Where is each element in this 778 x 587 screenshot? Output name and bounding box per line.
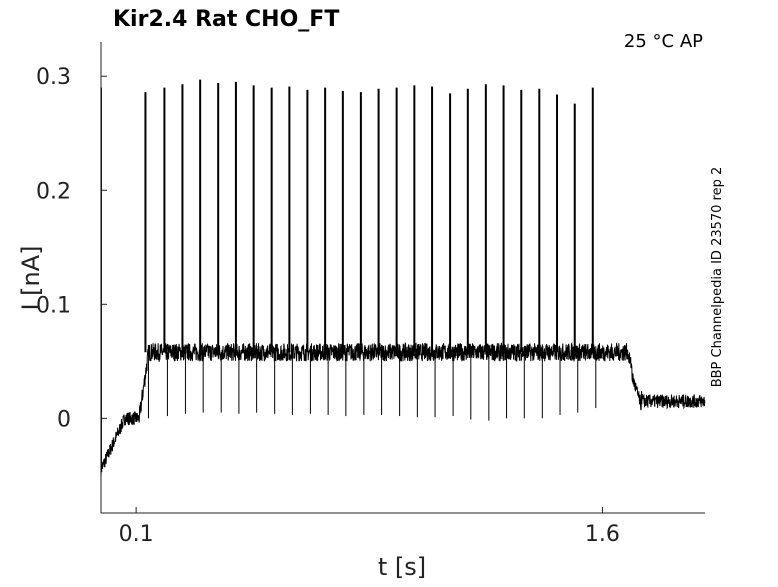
y-tick-label: 0	[57, 407, 71, 432]
y-tick-label: 0.2	[36, 179, 71, 204]
x-tick-label: 0.1	[119, 522, 154, 547]
chart-conditions: 25 °C AP	[624, 31, 703, 52]
trace-group	[100, 79, 706, 477]
axes: 0 0.1 0.2 0.3 0.1 1.6	[36, 42, 705, 547]
y-axis-label: I [nA]	[17, 245, 45, 310]
side-label: BBP Channelpedia ID 23570 rep 2	[710, 167, 725, 388]
y-tick-label: 0.1	[36, 293, 71, 318]
x-axis-label: t [s]	[378, 553, 426, 581]
chart-title: Kir2.4 Rat CHO_FT	[113, 7, 339, 32]
x-tick-label: 1.6	[585, 522, 620, 547]
y-tick-label: 0.3	[36, 65, 71, 90]
current-trace	[100, 341, 706, 477]
